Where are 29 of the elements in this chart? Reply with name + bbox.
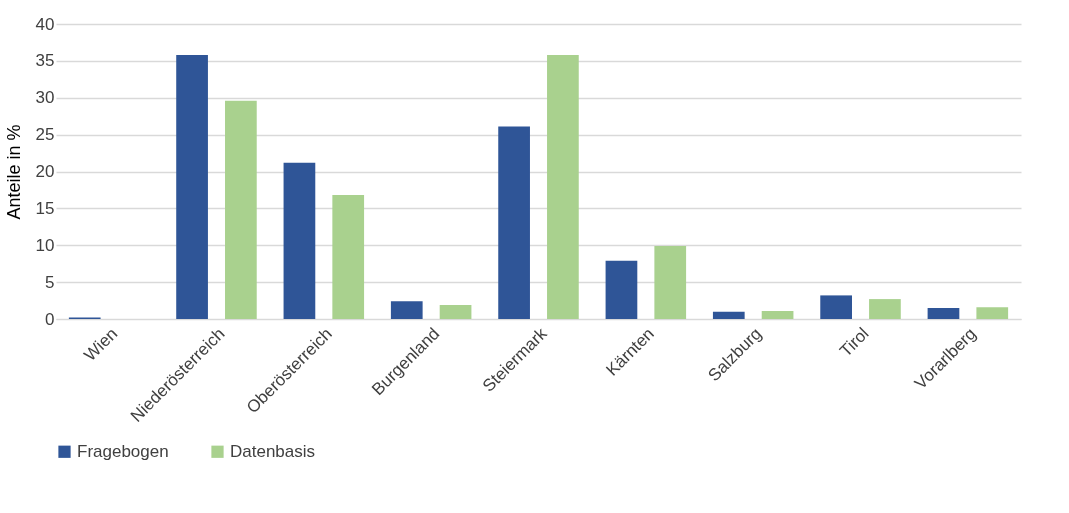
bar	[283, 162, 316, 319]
legend-label: Datenbasis	[230, 441, 316, 461]
y-tick-label: 15	[35, 198, 55, 218]
bar	[390, 301, 423, 319]
bar	[498, 126, 530, 319]
y-tick-label: 20	[35, 162, 55, 181]
legend-label: Fragebogen	[77, 441, 169, 461]
bar	[820, 295, 852, 319]
y-tick-label: 25	[35, 125, 55, 145]
y-axis-title: Anteile in %	[3, 124, 24, 220]
y-tick-label: 5	[45, 272, 55, 292]
y-tick-label: 40	[35, 14, 55, 34]
bar	[605, 260, 638, 319]
x-tick-label: Tirol	[836, 324, 873, 361]
bar	[761, 310, 794, 319]
bar	[176, 54, 208, 319]
bar	[654, 245, 687, 319]
y-tick-label: 30	[35, 88, 55, 108]
bar	[869, 299, 901, 319]
y-tick-label: 10	[35, 235, 55, 255]
bar	[225, 100, 257, 319]
bar	[712, 311, 745, 319]
bar	[976, 307, 1009, 319]
y-tick-label: 35	[35, 51, 55, 71]
bar	[927, 307, 960, 319]
y-tick-label: 0	[45, 309, 55, 329]
bar	[547, 54, 579, 319]
bar	[332, 195, 365, 319]
bar	[439, 304, 472, 319]
